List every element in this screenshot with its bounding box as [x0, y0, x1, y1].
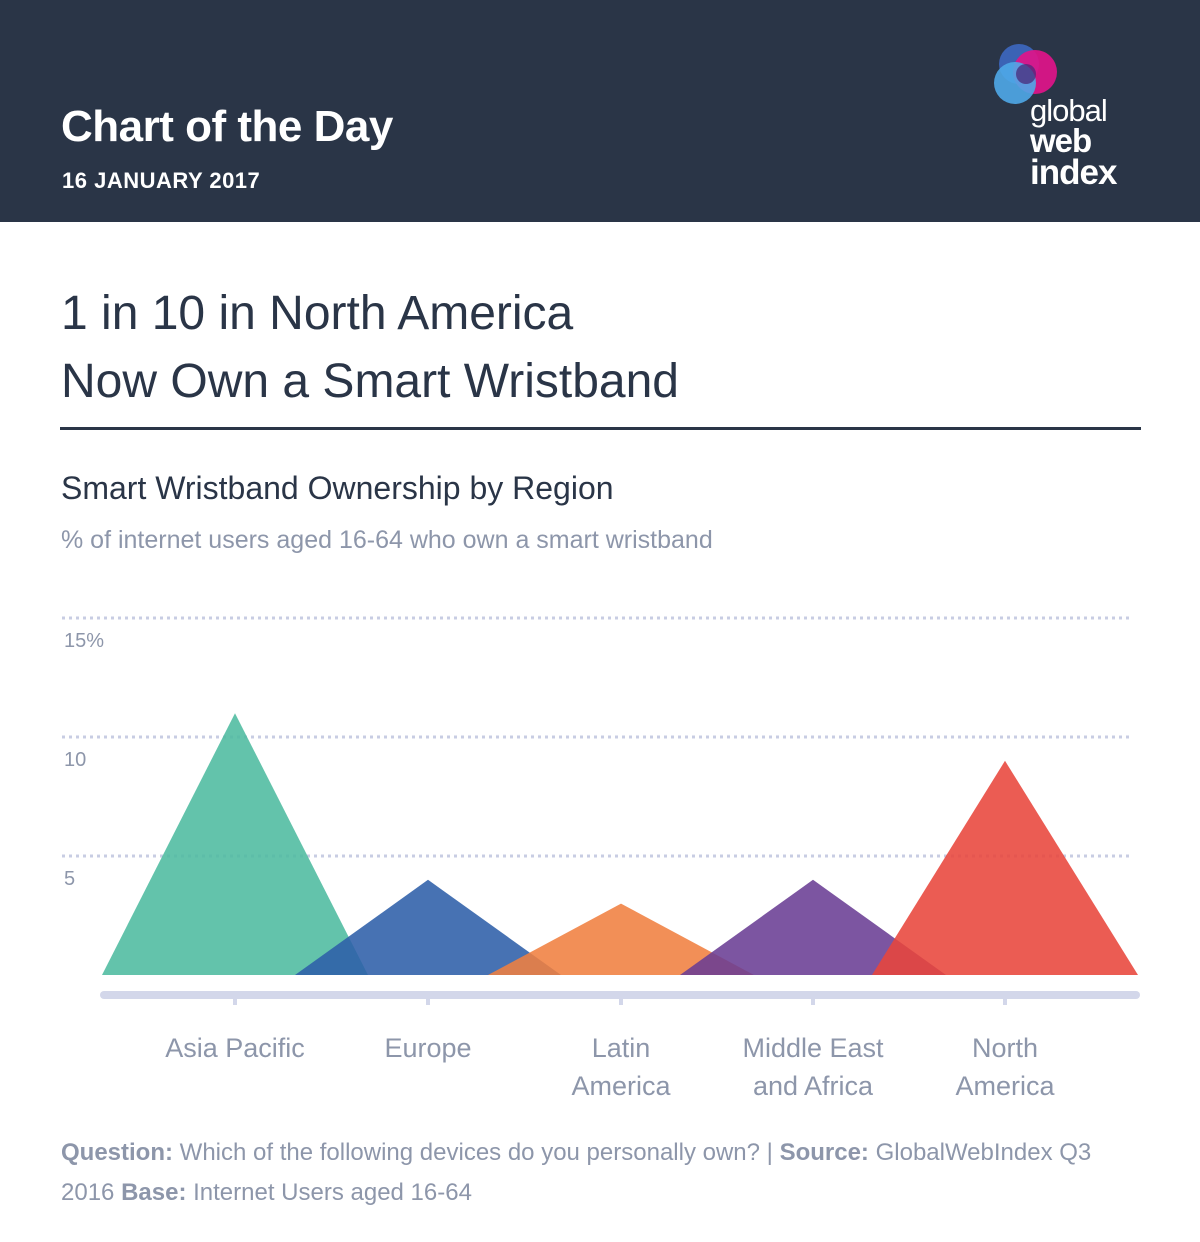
y-tick-label: 15%	[64, 630, 104, 652]
header-title: Chart of the Day	[61, 102, 393, 151]
headline: 1 in 10 in North America Now Own a Smart…	[61, 280, 1141, 416]
y-tick-label: 10	[64, 749, 86, 771]
chart-subtitle: % of internet users aged 16-64 who own a…	[61, 526, 713, 554]
headline-line-1: 1 in 10 in North America	[61, 287, 574, 340]
x-category-label: Latin	[592, 1033, 651, 1063]
header-bar: Chart of the Day 16 JANUARY 2017 global …	[0, 0, 1200, 222]
x-category-label: Europe	[384, 1033, 471, 1063]
base-text: Internet Users aged 16-64	[186, 1179, 472, 1206]
divider	[60, 427, 1141, 430]
triangle-europe	[295, 879, 561, 975]
x-category-label: North	[972, 1033, 1038, 1063]
triangle-asia-pacific	[102, 713, 368, 975]
x-category-label: and Africa	[753, 1071, 874, 1101]
header-date: 16 JANUARY 2017	[62, 168, 261, 193]
x-category-label: America	[571, 1071, 671, 1101]
y-tick-label: 5	[64, 868, 75, 890]
triangle-latin-america	[488, 903, 754, 975]
x-category-label: Asia Pacific	[165, 1033, 305, 1063]
headline-line-2: Now Own a Smart Wristband	[61, 355, 679, 408]
triangle-north-america	[872, 760, 1138, 975]
triangle-middle-east-and-africa	[680, 879, 946, 975]
logo-text-web: web	[1030, 122, 1092, 159]
chart: 15% 10 5 Asia Pacific Europe Latin America Midd…	[62, 616, 1140, 1101]
logo-circles-icon	[994, 44, 1057, 104]
x-category-label: Middle East	[742, 1033, 884, 1063]
source-text: GlobalWebIndex Q3 2016	[61, 1139, 1092, 1206]
logo-text-index: index	[1030, 153, 1117, 192]
footer-note: Question: Which of the following devices…	[61, 1133, 1141, 1213]
question-label: Question:	[61, 1139, 173, 1166]
source-label: Source:	[779, 1139, 869, 1166]
chart-title: Smart Wristband Ownership by Region	[61, 470, 614, 506]
base-label: Base:	[121, 1179, 187, 1206]
x-category-label: America	[955, 1071, 1055, 1101]
logo-text-global: global	[1030, 93, 1108, 128]
question-text: Which of the following devices do you pe…	[173, 1139, 780, 1166]
